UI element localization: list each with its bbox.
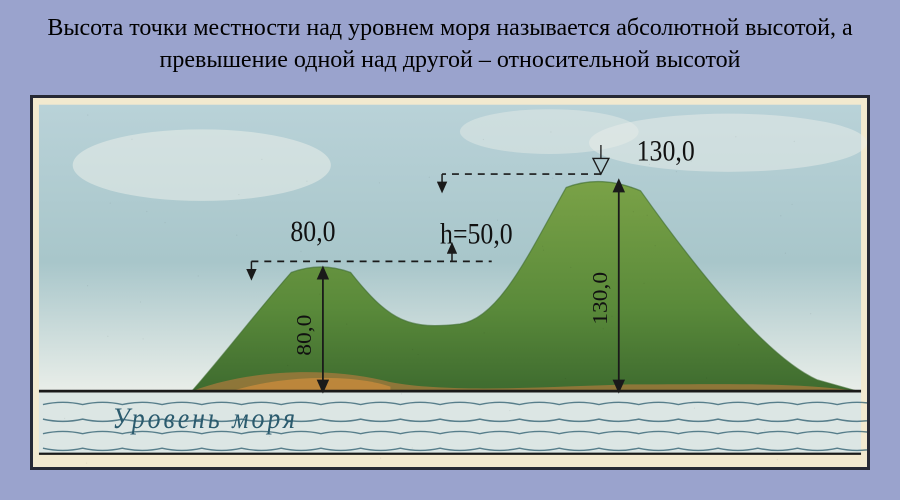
diagram-container: 80,0 80,0 130,0 130,0 h=50,0 Уровень моря (0, 95, 900, 500)
svg-text:80,0: 80,0 (290, 215, 335, 248)
header-text: Высота точки местности над уровнем моря … (0, 0, 900, 95)
diagram: 80,0 80,0 130,0 130,0 h=50,0 Уровень моря (30, 95, 870, 470)
svg-text:Уровень моря: Уровень моря (112, 401, 298, 434)
diagram-svg: 80,0 80,0 130,0 130,0 h=50,0 Уровень моря (33, 98, 867, 467)
svg-text:h=50,0: h=50,0 (440, 217, 513, 250)
svg-text:130,0: 130,0 (588, 272, 611, 325)
svg-text:80,0: 80,0 (292, 314, 315, 355)
svg-text:130,0: 130,0 (637, 134, 695, 167)
page: Высота точки местности над уровнем моря … (0, 0, 900, 500)
